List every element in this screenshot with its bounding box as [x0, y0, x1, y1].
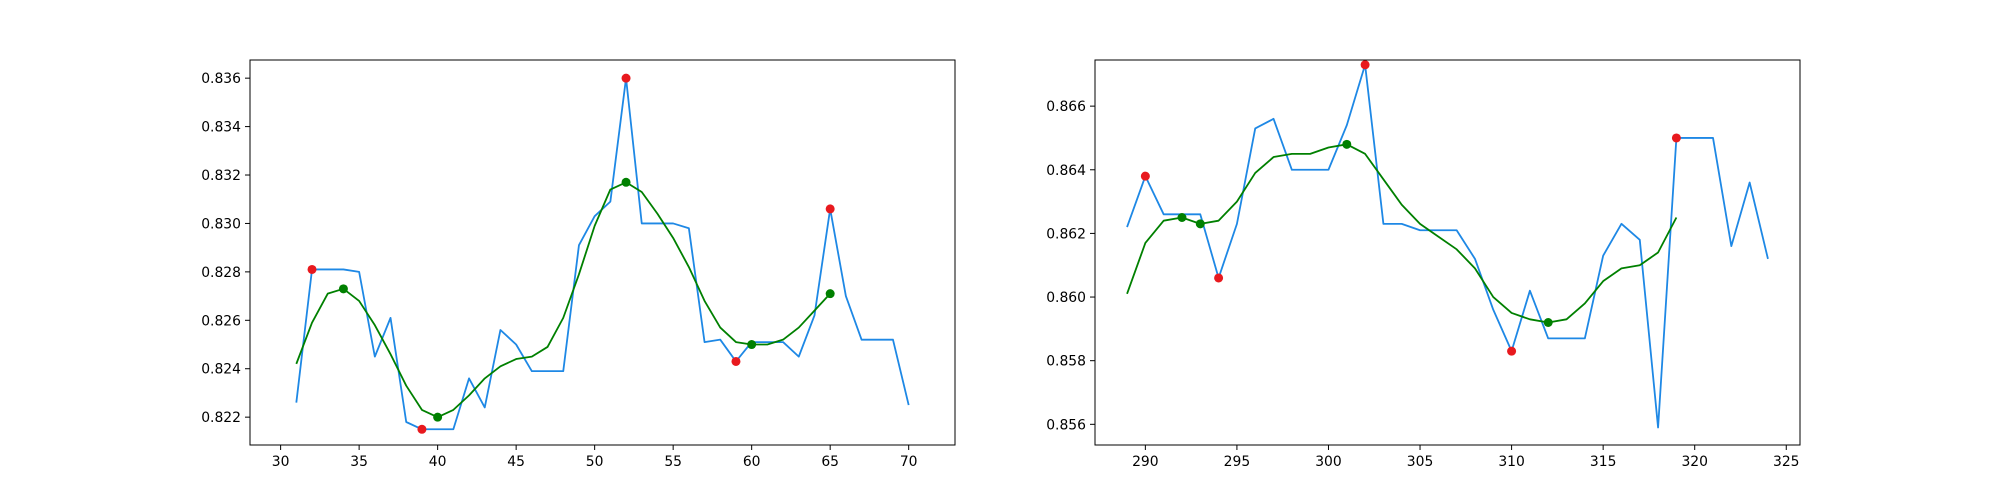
- x-tick-label: 40: [429, 454, 447, 470]
- raw-extremum-point: [1507, 346, 1517, 356]
- x-tick-label: 70: [900, 454, 918, 470]
- x-tick-label: 65: [821, 454, 839, 470]
- raw-extremum-point: [825, 204, 835, 214]
- x-tick-label: 35: [350, 454, 368, 470]
- x-tick-label: 325: [1773, 454, 1800, 470]
- smoothed-extremum-point: [621, 177, 631, 187]
- smoothed-extremum-point: [1177, 213, 1187, 222]
- raw-series-line: [295, 77, 910, 431]
- raw-extremum-point: [307, 264, 317, 274]
- y-tick-label: 0.858: [1046, 354, 1086, 370]
- x-tick-label: 310: [1498, 454, 1525, 470]
- raw-series-line: [1126, 63, 1769, 429]
- smoothed-extremum-point: [433, 412, 443, 422]
- y-tick-label: 0.862: [1046, 226, 1086, 242]
- plot-area-frame: [1094, 59, 1801, 446]
- raw-extremum-point: [417, 424, 427, 434]
- x-tick-label: 30: [272, 454, 290, 470]
- x-tick-label: 50: [586, 454, 604, 470]
- x-tick-label: 295: [1224, 454, 1251, 470]
- raw-extremum-point: [731, 356, 741, 366]
- raw-extremum-point: [1671, 133, 1681, 143]
- smoothed-extremum-point: [338, 284, 348, 294]
- raw-extremum-point: [1140, 171, 1150, 181]
- smoothed-extremum-point: [1195, 219, 1205, 229]
- x-tick-label: 290: [1132, 454, 1159, 470]
- y-tick-label: 0.834: [201, 120, 241, 136]
- left-chart-panel: 30 35 40 45 50 55 60 65 70 0.822 0.824 0.826 0.828 0.…: [201, 59, 956, 470]
- x-tick-label: 305: [1407, 454, 1434, 470]
- y-tick-label: 0.836: [201, 71, 241, 87]
- raw-extremum-point: [1360, 60, 1370, 70]
- right-chart-panel: 290 295 300 305 310 315 320 325 0.856 0.858 0.860 0…: [1046, 59, 1801, 470]
- y-tick-label: 0.860: [1046, 290, 1086, 306]
- x-tick-label: 60: [743, 454, 761, 470]
- raw-extremum-point: [1214, 273, 1224, 283]
- y-tick-label: 0.832: [201, 168, 241, 184]
- y-tick-label: 0.822: [201, 410, 241, 426]
- x-tick-label: 315: [1590, 454, 1617, 470]
- smoothed-series-line: [295, 181, 831, 419]
- y-tick-label: 0.864: [1046, 163, 1086, 179]
- y-tick-label: 0.856: [1046, 417, 1086, 433]
- smoothed-extremum-point: [747, 340, 757, 350]
- x-tick-label: 320: [1681, 454, 1708, 470]
- smoothed-series-line: [1126, 143, 1678, 324]
- smoothed-extremum-point: [1342, 139, 1352, 149]
- smoothed-extremum-point: [1543, 318, 1553, 327]
- y-tick-label: 0.828: [201, 265, 241, 281]
- y-tick-label: 0.824: [201, 362, 241, 378]
- y-tick-label: 0.826: [201, 313, 241, 329]
- x-tick-label: 45: [507, 454, 525, 470]
- y-tick-label: 0.830: [201, 216, 241, 232]
- smoothed-extremum-point: [825, 289, 835, 299]
- y-tick-label: 0.866: [1046, 99, 1086, 115]
- x-tick-label: 300: [1315, 454, 1342, 470]
- raw-extremum-point: [621, 73, 631, 83]
- x-tick-label: 55: [664, 454, 682, 470]
- plot-area-frame: [249, 59, 956, 446]
